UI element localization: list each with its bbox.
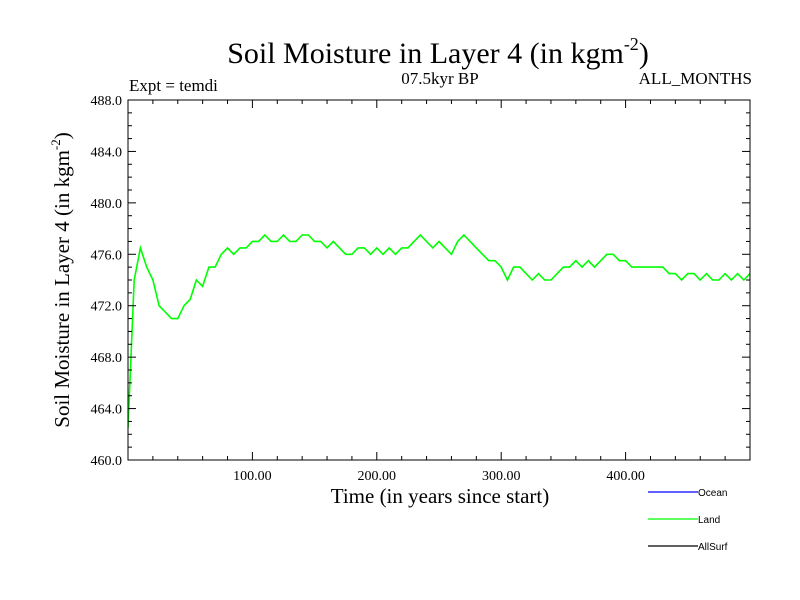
y-tick-label: 480.0 bbox=[91, 197, 123, 212]
y-tick-label: 464.0 bbox=[91, 403, 123, 418]
legend-label-ocean: Ocean bbox=[698, 488, 727, 499]
x-tick-label: 400.00 bbox=[606, 469, 645, 484]
months-label: ALL_MONTHS bbox=[639, 69, 752, 88]
x-axis-title: Time (in years since start) bbox=[331, 484, 550, 508]
legend-label-allsurf: AllSurf bbox=[698, 542, 728, 553]
x-tick-label: 200.00 bbox=[358, 469, 397, 484]
tick-layer: 460.0 464.0 468.0 472.0 476.0 480.0 484.0 488.0… bbox=[91, 94, 750, 484]
x-tick-label: 100.00 bbox=[233, 469, 272, 484]
y-axis-title: Soil Moisture in Layer 4 (in kgm-2) bbox=[48, 132, 74, 427]
x-tick-label: 300.00 bbox=[482, 469, 521, 484]
y-tick-label: 468.0 bbox=[91, 351, 123, 366]
experiment-label: Expt = temdi bbox=[129, 76, 218, 95]
legend: Ocean Land AllSurf bbox=[648, 488, 728, 553]
y-tick-label: 460.0 bbox=[91, 454, 123, 469]
plot-frame bbox=[127, 99, 751, 461]
chart-title: Soil Moisture in Layer 4 (in kgm-2) bbox=[227, 34, 649, 70]
legend-label-land: Land bbox=[698, 515, 720, 526]
y-tick-label: 484.0 bbox=[91, 145, 123, 160]
y-tick-label: 476.0 bbox=[91, 248, 123, 263]
y-tick-label: 488.0 bbox=[91, 94, 123, 109]
period-label: 07.5kyr BP bbox=[401, 69, 478, 88]
y-tick-label: 472.0 bbox=[91, 300, 123, 315]
series-layer bbox=[128, 233, 750, 428]
series-line-land bbox=[128, 233, 750, 428]
